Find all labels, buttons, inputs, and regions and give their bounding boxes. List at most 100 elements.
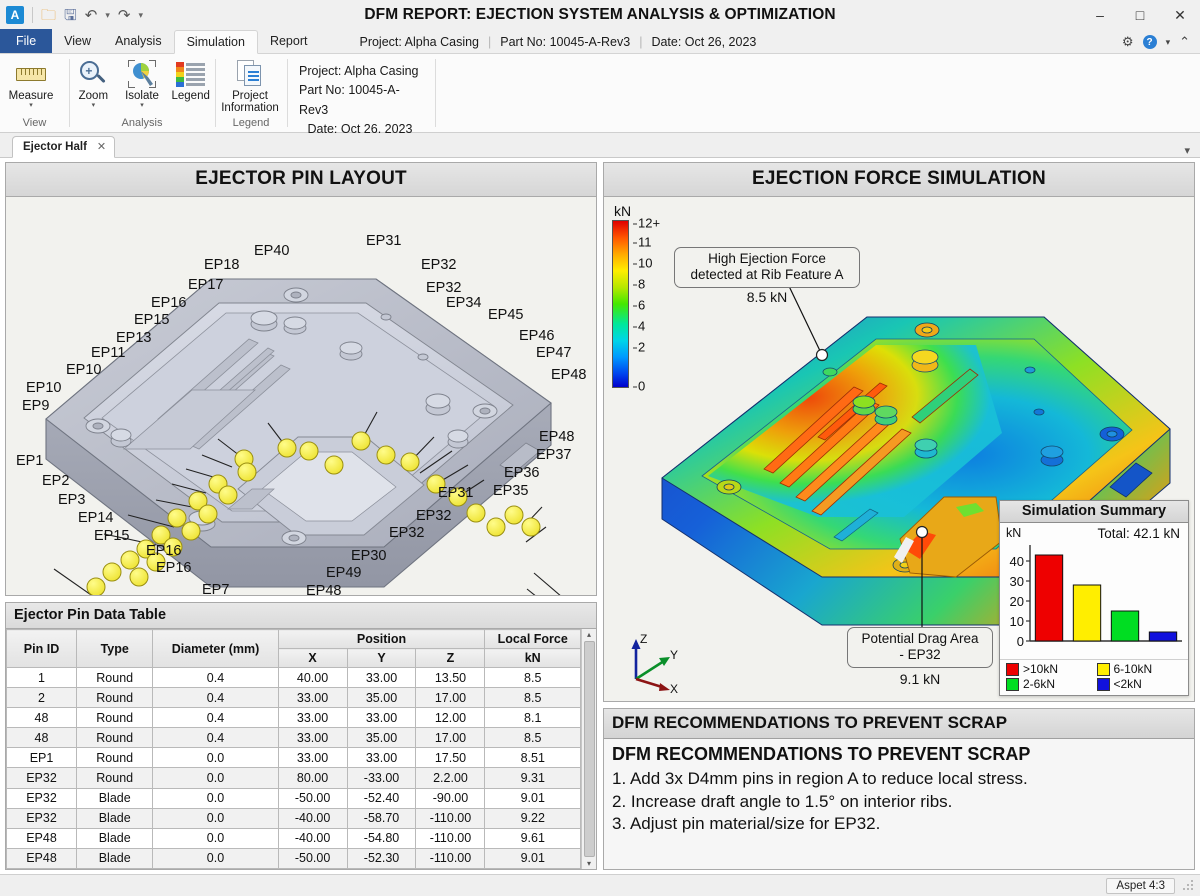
th-z[interactable]: Z <box>415 648 486 668</box>
high-force-callout-line1: High Ejection Force <box>708 251 826 266</box>
th-diameter[interactable]: Diameter (mm) <box>152 629 279 668</box>
ribbon-group-analysis-label: Analysis <box>121 117 163 129</box>
cell-type: Round <box>76 767 154 789</box>
scrollbar-thumb[interactable] <box>583 641 595 857</box>
folder-open-icon[interactable]: 🗀 <box>41 6 57 24</box>
meta-project: Project: Alpha Casing <box>359 35 479 49</box>
table-row[interactable]: EP48 Blade 0.0 -40.00 -54.80 -110.00 9.61 <box>6 827 581 849</box>
table-row[interactable]: EP48 Blade 0.0 -50.00 -52.30 -110.00 9.01 <box>6 847 581 869</box>
cell-force: 8.5 <box>484 687 581 709</box>
ribbon-empty-area <box>435 54 1200 132</box>
cell-force: 9.01 <box>484 847 581 869</box>
chart-bar <box>1034 554 1064 642</box>
scroll-up-icon[interactable]: ▴ <box>586 630 591 639</box>
table-row[interactable]: 48 Round 0.4 33.00 35.00 17.00 8.5 <box>6 727 581 749</box>
aspect-ratio-status[interactable]: Aspet 4:3 <box>1106 877 1175 894</box>
th-type[interactable]: Type <box>76 629 154 668</box>
tab-file[interactable]: File <box>0 29 53 53</box>
table-row[interactable]: 48 Round 0.4 33.00 33.00 12.00 8.1 <box>6 707 581 729</box>
chart-y-tick-label: 0 <box>1017 634 1024 649</box>
part-info-project: Project: Alpha Casing <box>299 64 419 78</box>
cell-z: 2.2.00 <box>415 767 486 789</box>
scroll-down-icon[interactable]: ▾ <box>586 859 591 868</box>
legend-button[interactable]: Legend <box>166 57 215 102</box>
axis-z-label: Z <box>640 632 647 646</box>
legend-label: >10kN <box>1023 662 1059 676</box>
tab-analysis[interactable]: Analysis <box>115 33 162 48</box>
cell-pin-id: 2 <box>6 687 78 709</box>
help-caret-icon[interactable]: ▾ <box>1165 36 1171 47</box>
redo-icon[interactable]: ↷ <box>117 6 131 24</box>
tab-simulation[interactable]: Simulation <box>173 30 258 54</box>
collapse-ribbon-icon[interactable]: ⌃ <box>1179 34 1190 49</box>
undo-icon[interactable]: ↶ <box>84 6 98 24</box>
th-pin-id[interactable]: Pin ID <box>6 629 78 668</box>
pin-data-table: Pin ID Type Diameter (mm) Position Local… <box>6 629 581 869</box>
tab-view[interactable]: View <box>64 33 92 48</box>
table-row[interactable]: EP32 Blade 0.0 -40.00 -58.70 -110.00 9.22 <box>6 807 581 829</box>
ribbon: Measure ▾ View + Zoom ▾ <box>0 54 1200 152</box>
table-vertical-scrollbar[interactable]: ▴ ▾ <box>581 629 596 869</box>
cell-pin-id: EP48 <box>6 827 78 849</box>
cell-z: -90.00 <box>415 787 486 809</box>
th-x[interactable]: X <box>277 648 348 668</box>
table-row[interactable]: EP1 Round 0.0 33.00 33.00 17.50 8.51 <box>6 747 581 769</box>
cad-viewport[interactable]: EP40 EP31 EP18 EP32 EP17 EP32 EP16 EP34 EP15 EP45… <box>6 197 596 595</box>
measure-caret-icon[interactable]: ▾ <box>29 102 33 110</box>
close-icon[interactable]: ✕ <box>96 141 107 153</box>
gear-icon[interactable]: ⚙ <box>1121 34 1134 49</box>
cell-type: Round <box>76 687 154 709</box>
zoom-caret-icon[interactable]: ▾ <box>91 102 96 110</box>
colorbar-tick: 0 <box>632 378 646 394</box>
cell-z: 17.00 <box>415 727 486 749</box>
th-position[interactable]: Position <box>277 629 486 649</box>
table-row[interactable]: EP32 Round 0.0 80.00 -33.00 2.2.00 9.31 <box>6 767 581 789</box>
simulation-viewport[interactable]: kN 12+ 11 10 8 6 4 2 0 High Ejection Force dete… <box>604 197 1194 701</box>
colorbar-unit: kN <box>614 203 632 219</box>
qat-more-icon[interactable]: ▾ <box>138 9 144 20</box>
chart-y-tick-label: 30 <box>1010 574 1024 589</box>
zoom-button[interactable]: + Zoom ▾ <box>69 57 118 109</box>
undo-caret-icon[interactable]: ▾ <box>105 9 110 20</box>
isolate-caret-icon[interactable]: ▾ <box>140 102 144 110</box>
isolate-button[interactable]: Isolate ▾ <box>118 57 167 109</box>
th-local-force[interactable]: Local Force <box>484 629 581 649</box>
hot-spot-marker <box>815 348 829 362</box>
tab-report[interactable]: Report <box>269 33 308 48</box>
table-header-row-1: Pin ID Type Diameter (mm) Position Local… <box>6 629 581 668</box>
axis-y-label: Y <box>670 648 678 662</box>
drag-area-callout-value: 9.1 kN <box>899 671 941 687</box>
help-icon[interactable]: ? <box>1142 35 1157 49</box>
project-information-button[interactable]: Project Information <box>215 57 285 114</box>
maximize-button[interactable]: □ <box>1135 7 1145 23</box>
legend-label: 2-6kN <box>1023 677 1056 691</box>
th-y[interactable]: Y <box>346 648 417 668</box>
cell-force: 8.1 <box>484 707 581 729</box>
table-row[interactable]: 1 Round 0.4 40.00 33.00 13.50 8.5 <box>6 666 581 689</box>
cell-force: 8.5 <box>484 727 581 749</box>
ejection-force-simulation-panel: EJECTION FORCE SIMULATION <box>603 162 1195 702</box>
save-icon[interactable]: 🖫 <box>64 6 77 24</box>
minimize-button[interactable]: – <box>1096 7 1104 23</box>
doc-tab-ejector-half[interactable]: Ejector Half ✕ <box>12 136 116 158</box>
doc-tab-collapse-icon[interactable]: ▾ <box>1184 145 1190 157</box>
ribbon-tab-bar: File View Analysis Simulation Report Pro… <box>0 29 1200 54</box>
measure-button[interactable]: Measure ▾ <box>0 57 62 109</box>
app-logo-icon[interactable]: A <box>6 6 24 24</box>
right-column: EJECTION FORCE SIMULATION <box>603 162 1195 870</box>
table-row[interactable]: EP32 Blade 0.0 -50.00 -52.40 -90.00 9.01 <box>6 787 581 809</box>
cell-y: 33.00 <box>346 666 417 689</box>
close-button[interactable]: ✕ <box>1174 6 1186 23</box>
cell-z: 12.00 <box>415 707 486 729</box>
dfm-recommendation-item: 1. Add 3x D4mm pins in region A to reduc… <box>612 769 1028 788</box>
resize-grip-icon[interactable] <box>1183 880 1194 891</box>
drag-area-callout-line1: Potential Drag Area <box>861 631 979 646</box>
table-scroll-area[interactable]: Pin ID Type Diameter (mm) Position Local… <box>6 629 596 869</box>
legend-swatch <box>1096 677 1110 691</box>
cell-z: 13.50 <box>415 666 486 689</box>
colorbar-tick: 4 <box>632 318 646 334</box>
cell-y: -58.70 <box>346 807 417 829</box>
colorbar-tick: 10 <box>632 255 653 271</box>
table-row[interactable]: 2 Round 0.4 33.00 35.00 17.00 8.5 <box>6 687 581 709</box>
cell-type: Blade <box>76 787 154 809</box>
